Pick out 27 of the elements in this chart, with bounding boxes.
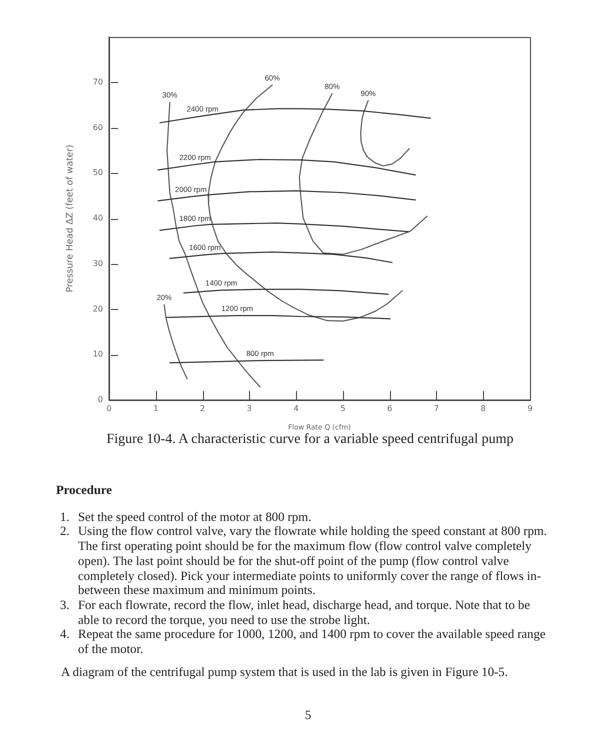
y-tick-label: 70 xyxy=(92,77,103,86)
y-tick-label: 50 xyxy=(92,168,103,178)
x-tick-label: 7 xyxy=(434,404,439,413)
text: A diagram of the centrifugal pump system that is used in the lab is given in Figure 10-5. xyxy=(60,664,509,680)
y-tick-label: 60 xyxy=(92,122,103,132)
y-tick-label: 30 xyxy=(92,258,103,268)
y-axis-title: Pressure Head ΔZ (feet of water) xyxy=(66,144,76,292)
text: Figure 10-4. A characteristic curve for a variable speed centrifugal pump xyxy=(105,432,514,448)
y-tick-label: 40 xyxy=(92,214,103,223)
x-tick-label: 3 xyxy=(246,404,252,413)
x-tick-label: 8 xyxy=(480,404,486,413)
text: 3. For each flowrate, record the flow, inlet head, discharge head, and torque. Note that to be able to record the torque, you need to use the strobe light. xyxy=(59,598,531,628)
x-tick-label: 6 xyxy=(387,404,392,413)
text: 1. Set the speed control of the motor at 800 rpm. xyxy=(59,510,312,524)
text: 5 xyxy=(304,708,312,723)
x-tick-label: 0 xyxy=(106,404,112,413)
x-tick-label: 9 xyxy=(527,404,533,413)
x-tick-label: 2 xyxy=(200,404,206,413)
y-tick-label: 10 xyxy=(92,350,103,359)
text: 4. Repeat the same procedure for 1000, 1200, and 1400 rpm to cover the available speed range of the motor. xyxy=(59,627,547,657)
x-tick-label: 5 xyxy=(340,404,346,413)
text: 2. Using the flow control valve, vary the flowrate while holding the speed constant at 800 rpm. The first operating point should be for the maximum flow (flow control valve completely open). The last point should be for the shut-off point of the pump (flow control valve completely closed). Pick your intermediate points to uniformly cover the range of flows in-between these maximum and minimum points. xyxy=(59,524,548,598)
x-tick-label: 4 xyxy=(294,404,299,413)
x-tick-label: 1 xyxy=(153,404,158,413)
y-tick-label: 20 xyxy=(92,304,103,314)
y-tick-label: 0 xyxy=(98,395,103,404)
text: Procedure xyxy=(56,483,113,498)
